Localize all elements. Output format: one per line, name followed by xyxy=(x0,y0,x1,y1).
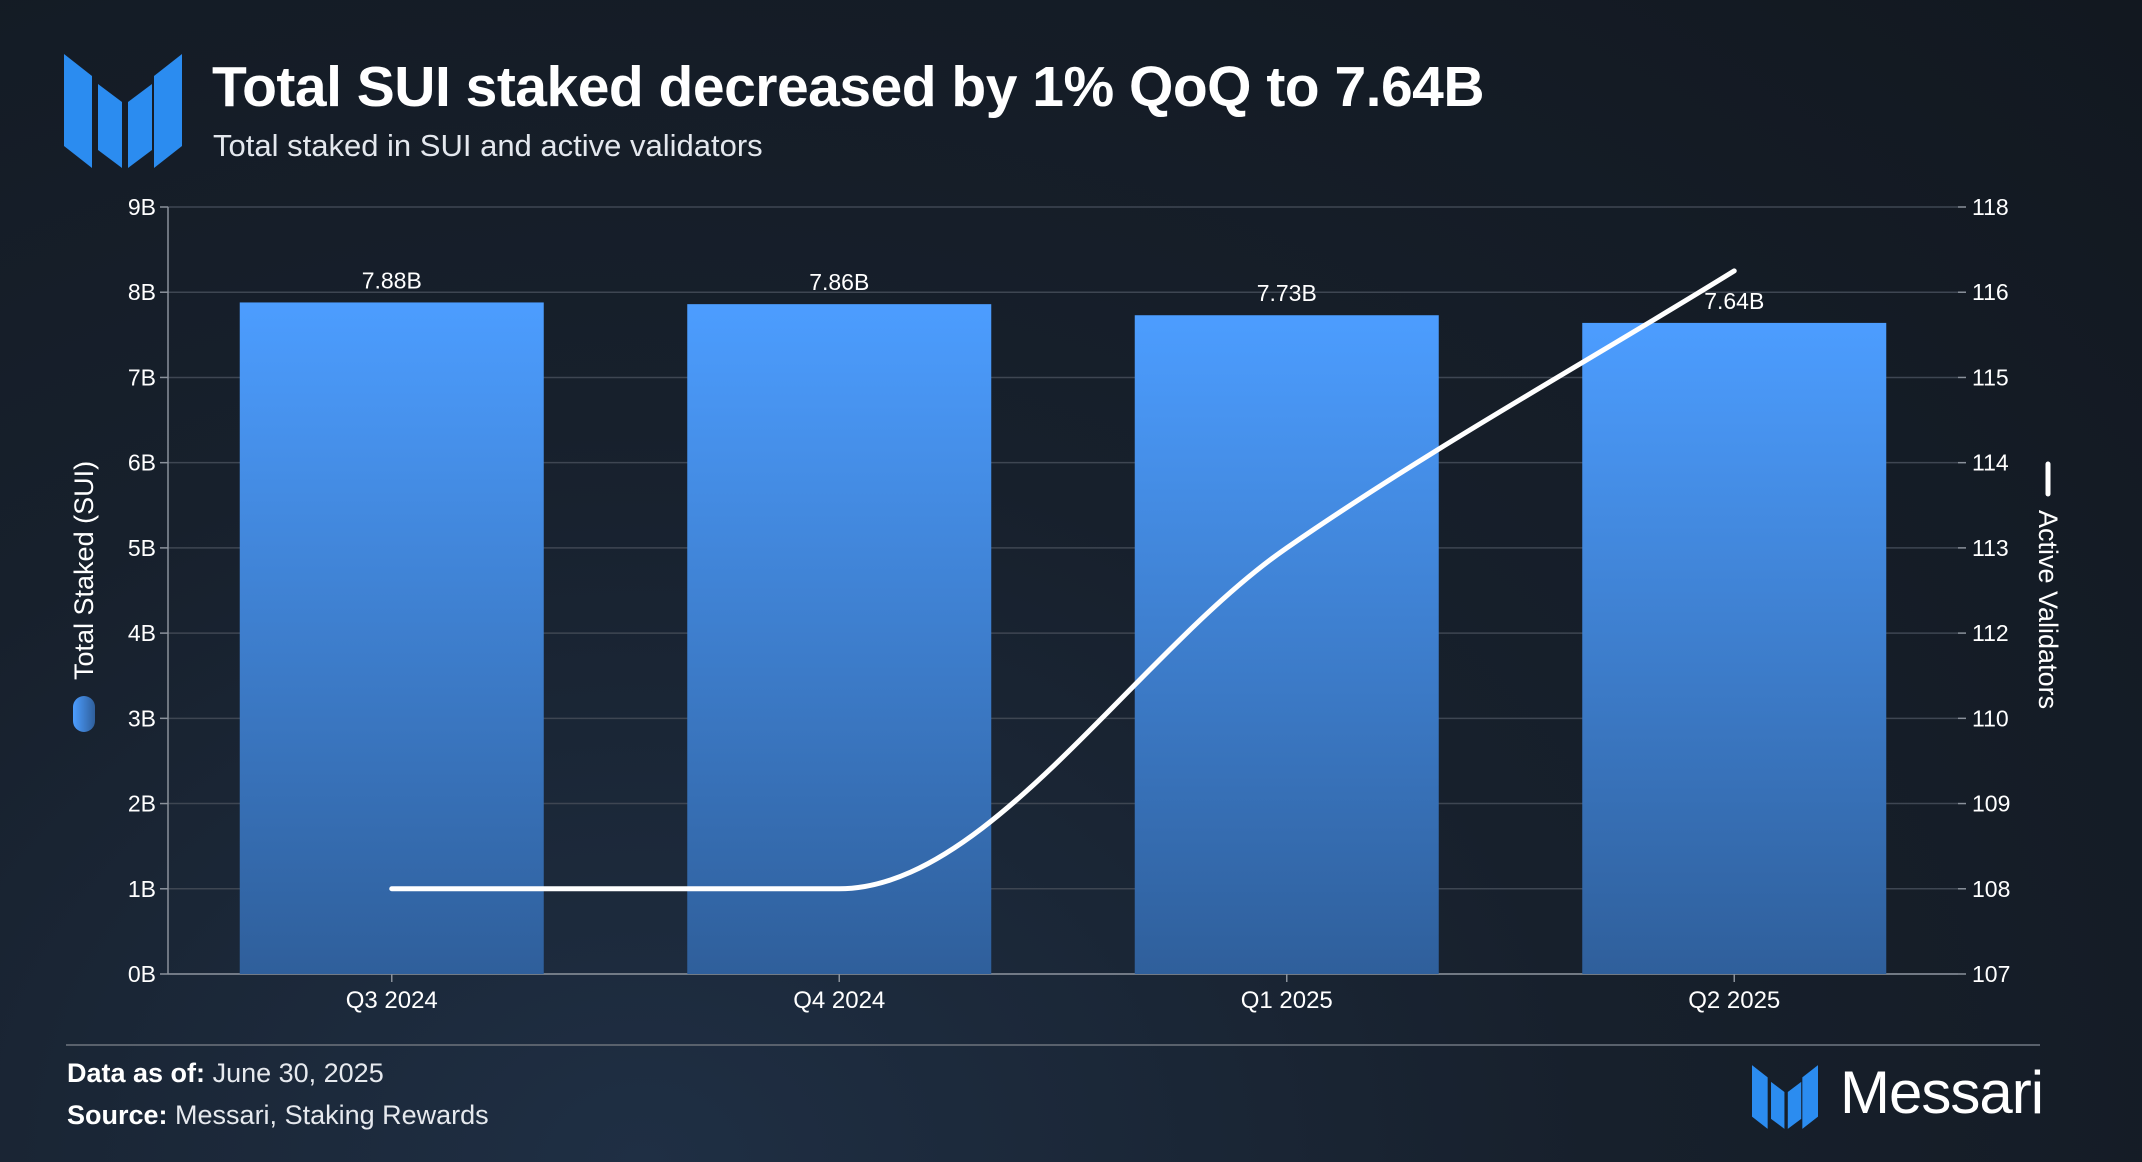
source-note: Source: Messari, Staking Rewards xyxy=(67,1100,489,1131)
right-tick-label: 107 xyxy=(1972,961,2010,987)
bar xyxy=(1582,322,1887,974)
right-tick-label: 108 xyxy=(1972,876,2010,902)
source-value: Messari, Staking Rewards xyxy=(175,1100,489,1130)
bar-series xyxy=(239,302,1887,975)
brand-mark: Messari xyxy=(1752,1059,2062,1129)
bar xyxy=(1134,315,1439,975)
x-tick-label: Q2 2025 xyxy=(1688,987,1780,1014)
left-tick-label: 2B xyxy=(128,791,156,817)
left-tick-label: 0B xyxy=(128,961,156,987)
bar-data-label: 7.64B xyxy=(1704,288,1764,314)
right-tick-label: 113 xyxy=(1972,535,2009,561)
right-axis-title: Active Validators xyxy=(2033,461,2063,709)
right-tick-label: 115 xyxy=(1972,364,2009,390)
bar xyxy=(687,304,992,974)
left-tick-label: 5B xyxy=(128,535,156,561)
chart-subtitle: Total staked in SUI and active validator… xyxy=(213,128,763,163)
right-tick-label: 112 xyxy=(1972,620,2009,646)
brand-name: Messari xyxy=(1840,1059,2044,1126)
bar-data-label: 7.86B xyxy=(809,269,869,295)
left-axis-label: Total Staked (SUI) xyxy=(69,461,99,680)
bar xyxy=(239,302,544,975)
left-tick-label: 3B xyxy=(128,705,156,731)
right-tick-label: 118 xyxy=(1972,194,2009,220)
left-tick-label: 8B xyxy=(128,279,156,305)
bar-data-label: 7.88B xyxy=(362,267,422,293)
left-tick-label: 7B xyxy=(128,364,156,390)
validators-line xyxy=(389,268,1737,892)
bar-data-label: 7.73B xyxy=(1257,280,1317,306)
data-date-note: Data as of: June 30, 2025 xyxy=(67,1058,384,1089)
combo-chart: 0B 1B 2B 3B 4B 5B 6B 7B 8B 9B 107 108 109 110 112 113 11… xyxy=(69,194,2063,1014)
footer-divider xyxy=(66,1044,2040,1046)
right-tick-label: 114 xyxy=(1972,450,2009,476)
line-series xyxy=(389,268,1737,892)
x-tick-label: Q1 2025 xyxy=(1241,987,1333,1014)
bar-legend-swatch xyxy=(73,696,95,732)
axis-labels: 0B 1B 2B 3B 4B 5B 6B 7B 8B 9B 107 108 109 110 112 113 11… xyxy=(69,194,2063,1014)
source-label: Source: xyxy=(67,1100,168,1130)
left-tick-label: 1B xyxy=(128,876,156,902)
right-tick-label: 116 xyxy=(1972,279,2009,305)
right-tick-label: 109 xyxy=(1972,791,2010,817)
messari-logo-icon xyxy=(64,54,182,168)
x-tick-label: Q4 2024 xyxy=(793,987,885,1014)
data-date-label: Data as of: xyxy=(67,1058,206,1088)
right-tick-label: 110 xyxy=(1972,705,2009,731)
chart-title: Total SUI staked decreased by 1% QoQ to … xyxy=(212,55,1485,119)
data-date-value: June 30, 2025 xyxy=(212,1058,384,1088)
left-tick-label: 9B xyxy=(128,194,156,220)
messari-logo-icon xyxy=(1752,1065,1818,1129)
x-tick-label: Q3 2024 xyxy=(346,987,438,1014)
left-axis-title: Total Staked (SUI) xyxy=(69,461,99,732)
left-tick-label: 4B xyxy=(128,620,156,646)
right-axis-label: Active Validators xyxy=(2033,510,2063,709)
left-tick-label: 6B xyxy=(128,450,156,476)
